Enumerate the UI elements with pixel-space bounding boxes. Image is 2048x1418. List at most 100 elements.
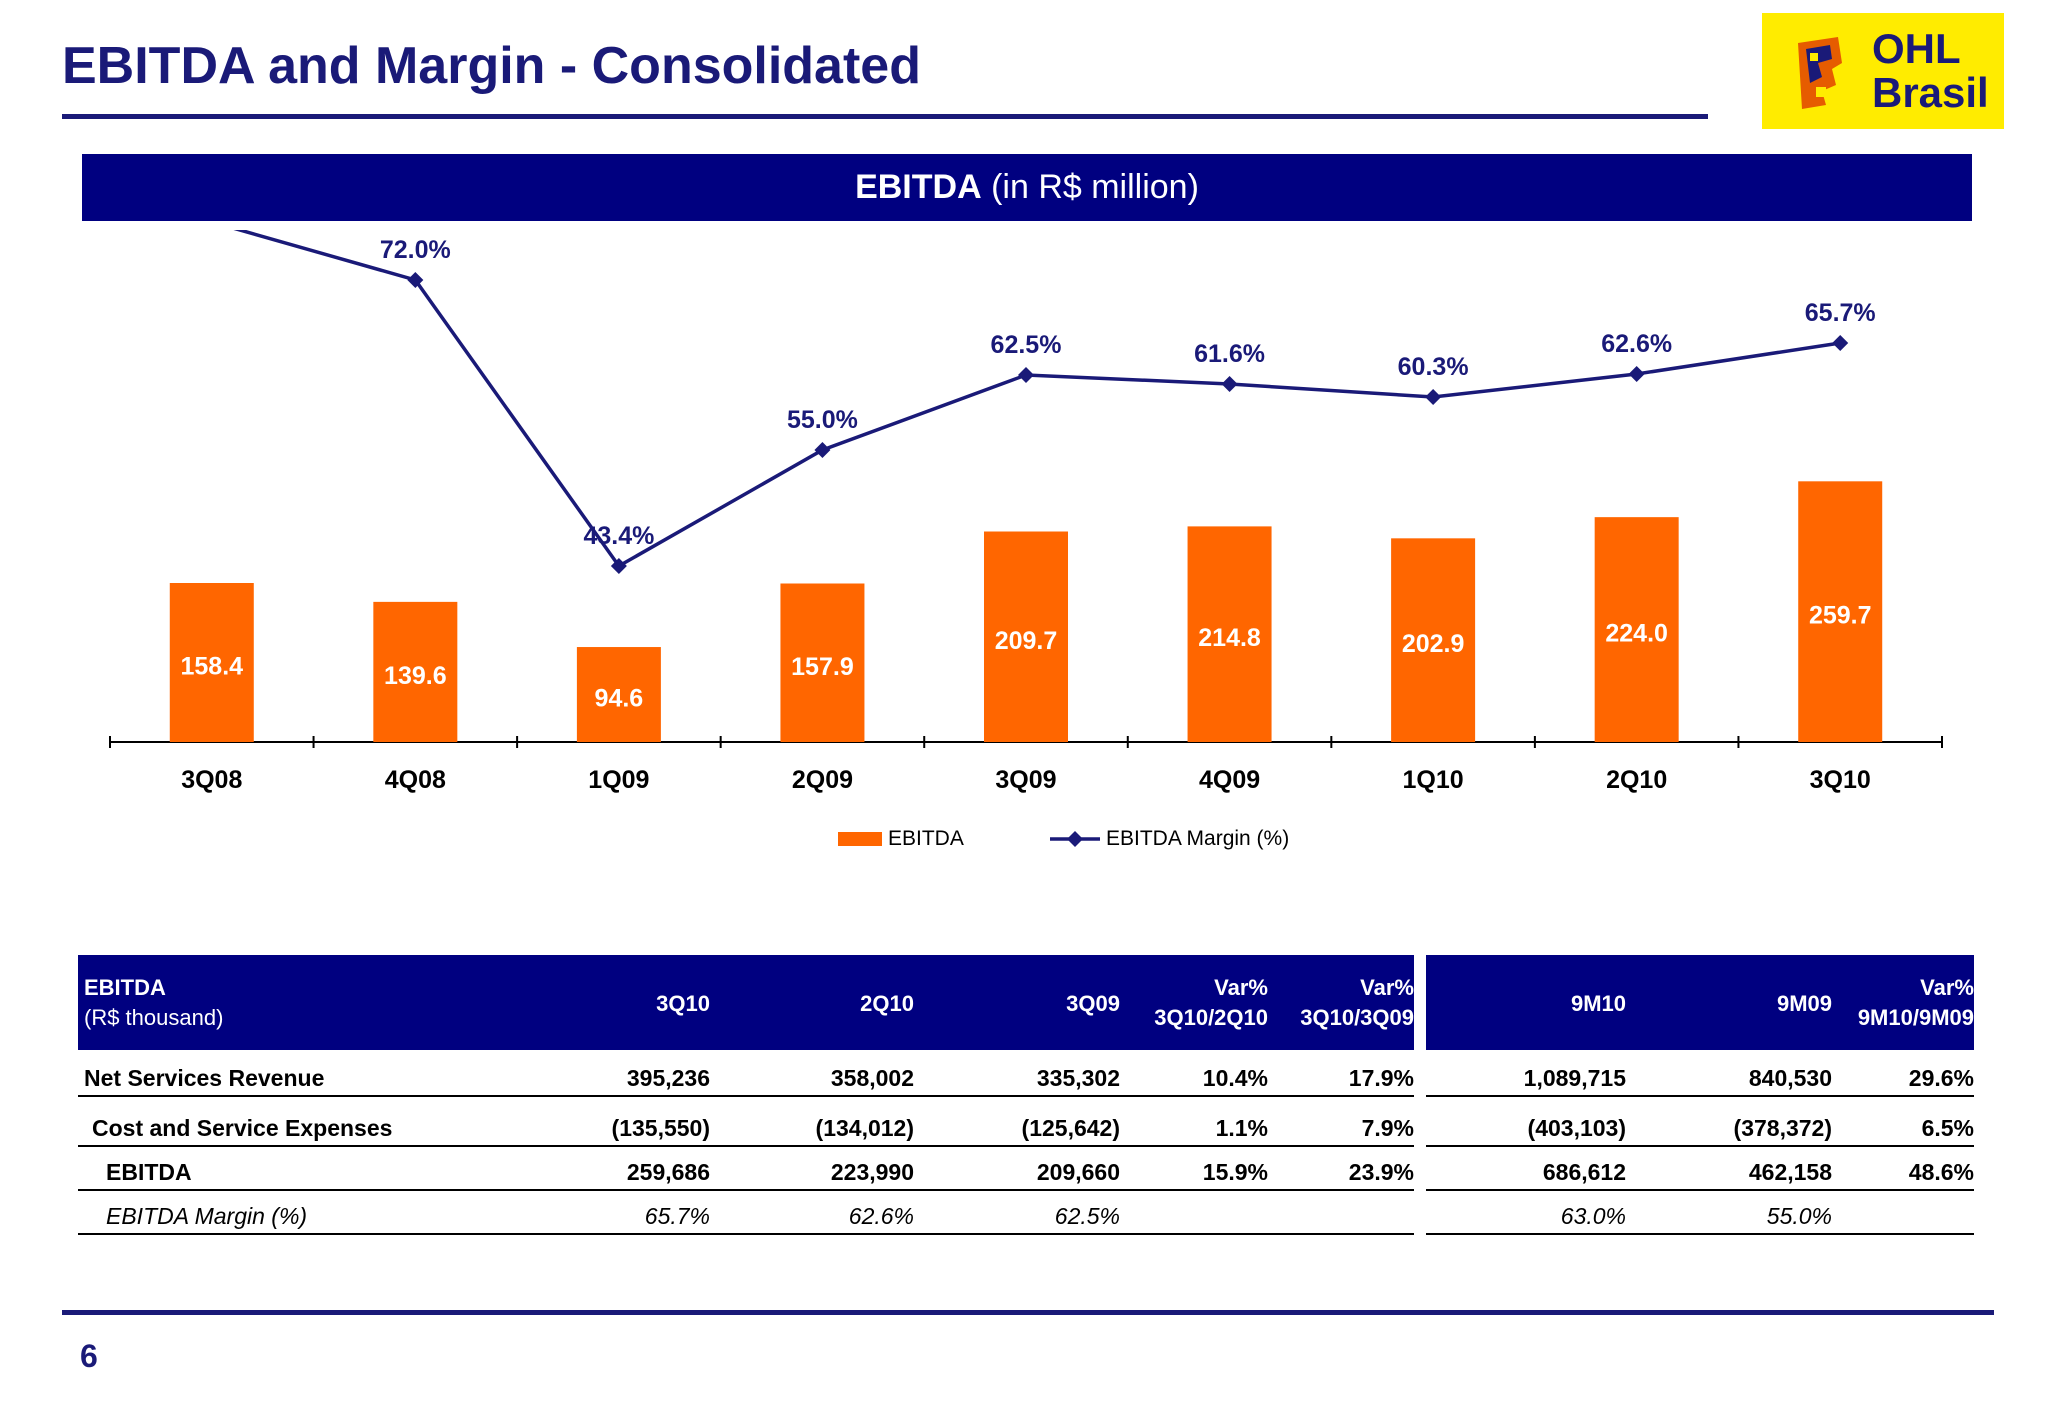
legend-margin: EBITDA Margin (%): [1106, 827, 1289, 850]
margin-point: [1221, 376, 1238, 392]
margin-value-label: 62.5%: [991, 331, 1062, 359]
table-cell: 335,302: [1036, 1065, 1120, 1091]
legend-line-marker: [1067, 831, 1083, 847]
margin-point: [1018, 367, 1034, 383]
margin-value-label: 60.3%: [1398, 353, 1469, 381]
category-label: 4Q08: [385, 766, 446, 794]
footer-rule: [62, 1310, 1994, 1315]
banner-bold: EBITDA: [855, 168, 982, 206]
table-header-col: 3Q09: [1066, 991, 1120, 1016]
bar-value-label: 202.9: [1402, 630, 1465, 658]
margin-value-label: 72.0%: [380, 236, 451, 264]
table-cell: (134,012): [815, 1115, 914, 1141]
ebitda-bar: [1187, 526, 1272, 742]
category-label: 2Q09: [792, 766, 853, 794]
bar-value-label: 259.7: [1809, 602, 1872, 630]
margin-value-label: 61.6%: [1194, 340, 1265, 368]
table-row-rule: [78, 1145, 1414, 1147]
table-cell: 48.6%: [1908, 1159, 1974, 1185]
table-header-left: [78, 955, 1414, 1050]
table-row-label: Cost and Service Expenses: [92, 1115, 393, 1141]
chart-banner: EBITDA (in R$ million): [82, 154, 1972, 221]
table-header-unit: (R$ thousand): [84, 1005, 224, 1030]
margin-value-label: 62.6%: [1601, 330, 1672, 358]
table-cell: 55.0%: [1766, 1203, 1832, 1229]
table-cell: 65.7%: [644, 1203, 710, 1229]
table-cell: 686,612: [1542, 1159, 1626, 1185]
table-cell: 462,158: [1748, 1159, 1832, 1185]
table-row-rule: [1426, 1145, 1974, 1147]
margin-point: [610, 558, 627, 574]
margin-value-label: 55.0%: [787, 406, 858, 434]
bar-value-label: 94.6: [595, 685, 644, 713]
category-label: 3Q08: [181, 766, 242, 794]
bar-value-label: 224.0: [1605, 620, 1668, 648]
logo-line1: OHL: [1872, 25, 1961, 72]
table-cell: 63.0%: [1560, 1203, 1626, 1229]
table-cell: 840,530: [1748, 1065, 1832, 1091]
legend-bar-swatch: [838, 832, 882, 846]
table-header-right: [1426, 955, 1974, 1050]
table-header-col-line2: 9M10/9M09: [1857, 1005, 1974, 1030]
category-label: 4Q09: [1199, 766, 1260, 794]
category-label: 1Q10: [1403, 766, 1464, 794]
ohl-brasil-logo: OHL Brasil: [1762, 13, 2004, 129]
table-row-rule: [78, 1095, 1414, 1097]
title-underline: [62, 114, 1708, 119]
bar-value-label: 214.8: [1198, 624, 1261, 652]
ebitda-bar: [1594, 517, 1679, 742]
table-header-col: 2Q10: [860, 991, 914, 1016]
table-cell: 15.9%: [1202, 1159, 1268, 1185]
table-row-label: EBITDA: [106, 1159, 192, 1185]
ebitda-table: EBITDA (R$ thousand) 3Q10 2Q10 3Q09 Var% 3Q10/…: [78, 955, 1974, 1235]
table-cell: (378,372): [1733, 1115, 1832, 1141]
table-cell: 6.5%: [1921, 1115, 1974, 1141]
table-cell: 7.9%: [1361, 1115, 1414, 1141]
table-cell: (403,103): [1527, 1115, 1626, 1141]
table-header-col-line1: Var%: [1214, 975, 1268, 1000]
table-row-rule: [78, 1189, 1414, 1191]
ebitda-bar: [1798, 481, 1883, 742]
bar-value-label: 158.4: [180, 653, 243, 681]
table-header-col: 3Q10: [656, 991, 710, 1016]
table-cell: 10.4%: [1202, 1065, 1268, 1091]
margin-value-label: 43.4%: [583, 522, 654, 550]
table-header-col-line2: 3Q10/3Q09: [1300, 1005, 1414, 1030]
margin-value-label: 65.7%: [1805, 299, 1876, 327]
banner-unit: (in R$ million): [981, 168, 1199, 206]
margin-point: [814, 442, 831, 458]
table-header-col: 9M10: [1570, 991, 1626, 1016]
ebitda-chart: 158.4 3Q08 139.6 4Q08 94.6 1Q09 157.9 2Q09 209.7…: [109, 230, 1943, 850]
table-cell: 209,660: [1036, 1159, 1120, 1185]
margin-point: [1425, 389, 1442, 405]
table-cell: 62.6%: [848, 1203, 914, 1229]
table-cell: 29.6%: [1908, 1065, 1974, 1091]
table-row-rule: [1426, 1095, 1974, 1097]
table-cell: 1,089,715: [1523, 1065, 1626, 1091]
category-label: 1Q09: [588, 766, 649, 794]
margin-point: [1628, 366, 1645, 382]
category-label: 2Q10: [1606, 766, 1667, 794]
table-cell: 395,236: [626, 1065, 710, 1091]
table-header-col: 9M09: [1776, 991, 1832, 1016]
table-cell: 358,002: [830, 1065, 914, 1091]
table-row-rule: [1426, 1189, 1974, 1191]
bar-value-label: 139.6: [384, 662, 447, 690]
table-header-col-line2: 3Q10/2Q10: [1154, 1005, 1268, 1030]
ebitda-bar: [780, 583, 865, 742]
ebitda-bar: [1391, 538, 1476, 742]
table-cell: 259,686: [626, 1159, 710, 1185]
table-header-col-line1: Var%: [1920, 975, 1974, 1000]
table-header-col-line1: Var%: [1360, 975, 1414, 1000]
bar-value-label: 209.7: [995, 627, 1058, 655]
category-label: 3Q10: [1810, 766, 1871, 794]
table-header-label: EBITDA: [84, 975, 166, 1000]
table-cell: (135,550): [611, 1115, 710, 1141]
legend-ebitda: EBITDA: [888, 827, 964, 850]
margin-point: [1832, 335, 1849, 351]
table-cell: 62.5%: [1054, 1203, 1120, 1229]
table-row-label: EBITDA Margin (%): [106, 1203, 308, 1229]
table-cell: (125,642): [1021, 1115, 1120, 1141]
table-cell: 223,990: [830, 1159, 914, 1185]
table-cell: 17.9%: [1348, 1065, 1414, 1091]
